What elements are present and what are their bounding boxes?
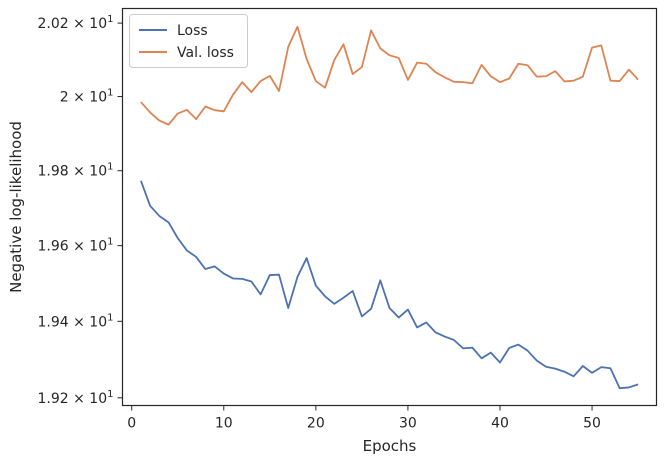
x-axis-label: Epochs: [363, 437, 417, 455]
y-tick-label: 2.02 × 101: [38, 14, 114, 32]
y-tick-label: 2 × 101: [60, 88, 114, 106]
legend: Loss Val. loss: [129, 14, 248, 68]
y-tick-label: 1.96 × 101: [38, 237, 114, 255]
y-tick-label: 1.94 × 101: [38, 312, 114, 330]
x-tick-label: 10: [215, 416, 233, 432]
series-line-val-loss: [140, 25, 639, 126]
y-tick-label: 1.98 × 101: [38, 162, 114, 180]
x-axis: 0 10 20 30 40 50: [127, 405, 601, 432]
y-axis-label: Negative log-likelihood: [7, 121, 25, 293]
y-tick-label: 1.92 × 101: [38, 389, 114, 407]
x-tick-label: 20: [307, 416, 325, 432]
series-line-loss: [140, 180, 639, 390]
plot-lines: [140, 25, 639, 390]
x-tick-label: 30: [399, 416, 417, 432]
x-tick-label: 40: [491, 416, 509, 432]
legend-label-val-loss: Val. loss: [177, 45, 234, 61]
legend-box: [129, 14, 248, 68]
legend-label-loss: Loss: [177, 23, 208, 39]
y-axis: 1.92 × 101 1.94 × 101 1.96 × 101 1.98 × 101…: [38, 14, 123, 407]
plot-frame: [121, 7, 658, 407]
x-tick-label: 0: [127, 416, 136, 432]
x-tick-label: 50: [583, 416, 601, 432]
